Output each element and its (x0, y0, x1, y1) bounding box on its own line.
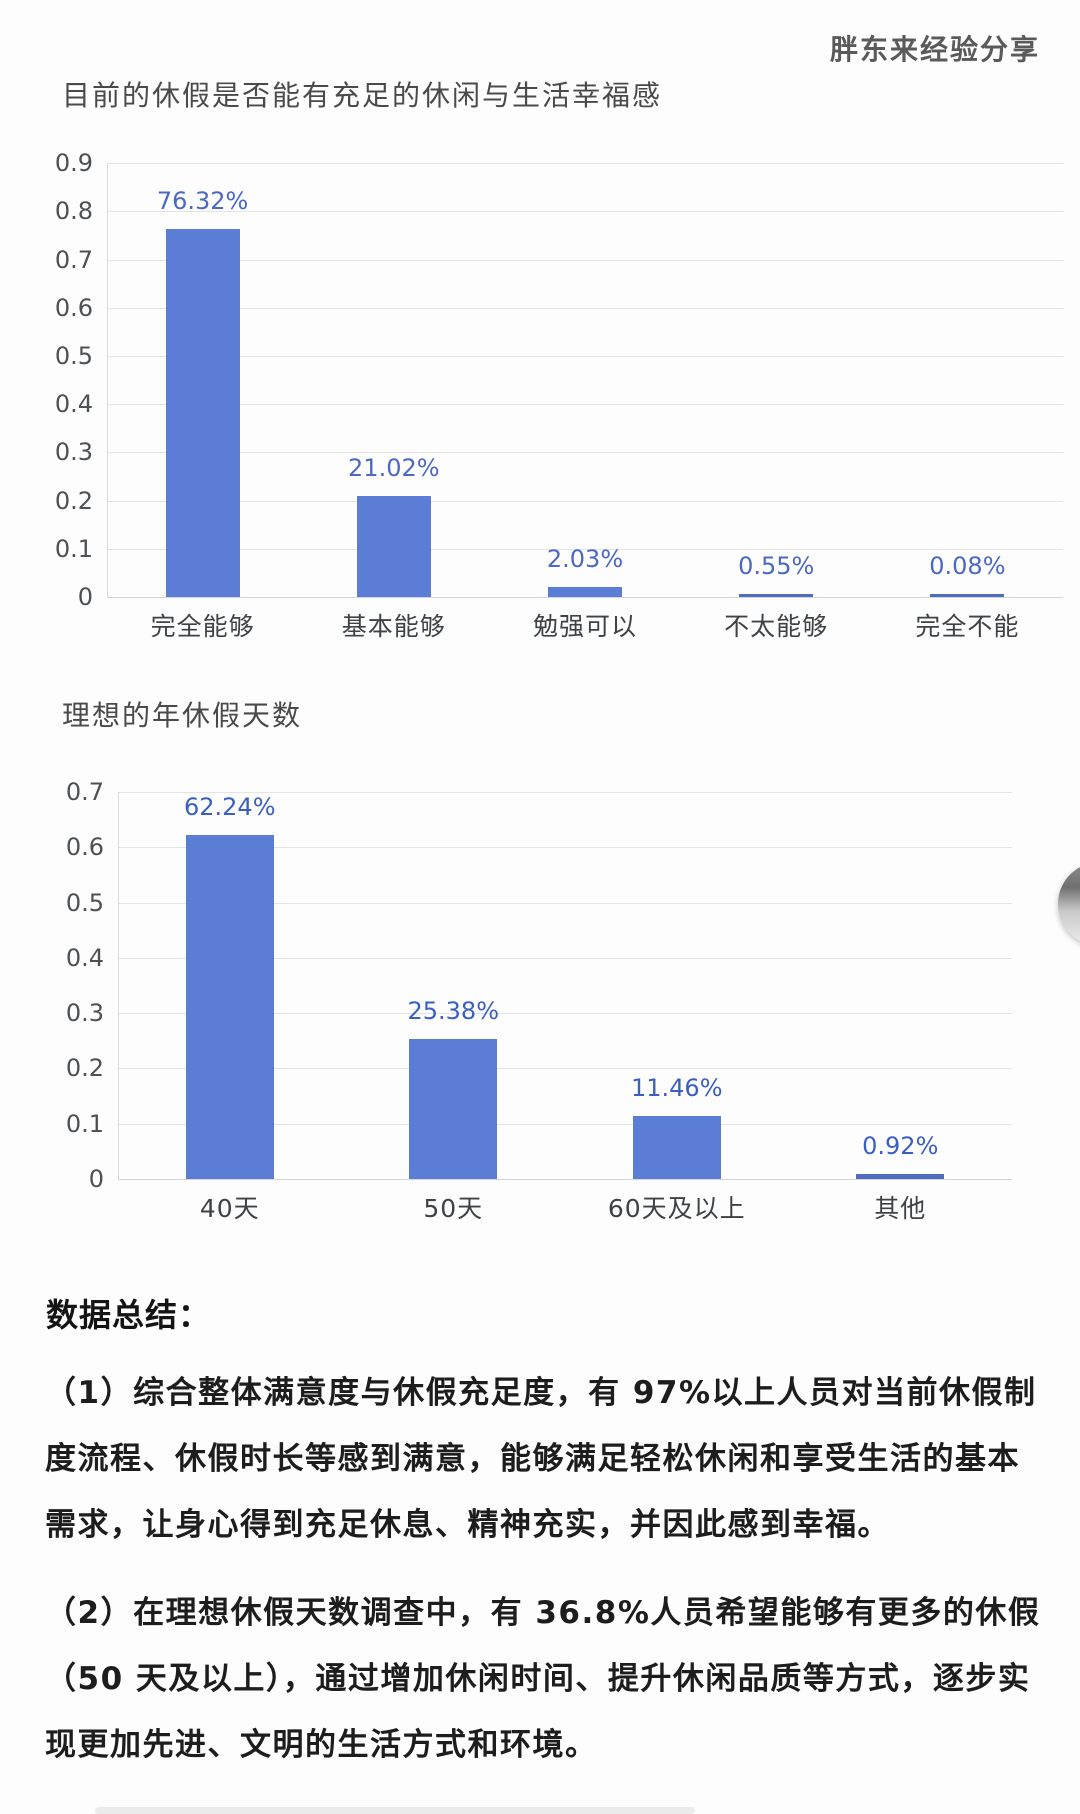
summary-paragraph-1: （1）综合整体满意度与休假充足度，有 97%以上人员对当前休假制度流程、休假时长… (45, 1375, 1037, 1543)
grid-line (107, 452, 1063, 454)
bar-value-label: 76.32% (156, 187, 249, 216)
bar-value-label: 0.08% (929, 552, 1006, 580)
y-tick-label: 0.3 (54, 438, 93, 467)
grid-line (118, 847, 1012, 849)
y-tick-label: 0.2 (65, 1054, 104, 1083)
bar-value-label: 21.02% (348, 453, 440, 482)
category-label: 勉强可以 (532, 612, 637, 641)
category-label: 其他 (874, 1194, 927, 1223)
y-axis-line (107, 163, 108, 597)
grid-line (107, 163, 1063, 165)
y-tick-label: 0.4 (65, 943, 104, 972)
y-tick-label: 0.3 (65, 999, 104, 1028)
grid-line (107, 597, 1063, 598)
bar-value-label: 0.92% (862, 1131, 939, 1160)
bottom-cutoff-text-hint (95, 1807, 695, 1814)
grid-line (118, 791, 1012, 793)
y-tick-label: 0.5 (54, 342, 93, 370)
y-axis-line (118, 791, 119, 1179)
bar-value-label: 0.55% (738, 552, 815, 580)
y-tick-label: 0.7 (54, 245, 93, 274)
category-label: 50天 (423, 1194, 484, 1223)
bar (185, 834, 274, 1179)
y-tick-label: 0.7 (65, 777, 104, 806)
bar-value-label: 11.46% (630, 1073, 723, 1102)
y-tick-label: 0 (77, 583, 93, 611)
grid-line (107, 211, 1063, 213)
grid-line (118, 902, 1012, 904)
y-tick-label: 0.9 (54, 149, 93, 178)
bar-value-label: 2.03% (546, 545, 624, 574)
bar (632, 1115, 721, 1179)
y-tick-label: 0.2 (54, 486, 93, 515)
category-label: 基本能够 (341, 612, 446, 641)
y-tick-label: 0.6 (54, 293, 93, 322)
grid-line (118, 957, 1012, 959)
grid-line (107, 307, 1063, 309)
chart-title-ideal-vacation-days: 理想的年休假天数 (62, 699, 303, 732)
bar (165, 229, 240, 597)
category-label: 40天 (199, 1194, 260, 1223)
summary-paragraph-2: （2）在理想休假天数调查中，有 36.8%人员希望能够有更多的休假（50 天及以… (45, 1595, 1041, 1763)
y-tick-label: 0.6 (65, 833, 104, 862)
category-label: 完全不能 (915, 612, 1020, 641)
bar (856, 1173, 945, 1179)
bar (930, 594, 1005, 597)
bar-value-label: 62.24% (183, 792, 276, 821)
bar (739, 594, 814, 597)
grid-line (107, 404, 1063, 406)
clipped-avatar-image (1058, 862, 1080, 946)
grid-line (118, 1068, 1012, 1070)
grid-line (118, 1123, 1012, 1125)
category-label: 完全能够 (150, 612, 255, 641)
y-tick-label: 0.1 (54, 534, 93, 563)
bar-value-label: 25.38% (407, 996, 499, 1025)
grid-line (107, 356, 1063, 357)
summary-title: 数据总结： (46, 1296, 212, 1334)
y-tick-label: 0 (88, 1165, 104, 1193)
grid-line (118, 1013, 1012, 1015)
bar (409, 1038, 498, 1179)
y-tick-label: 0.4 (54, 390, 93, 419)
bar (356, 495, 431, 597)
grid-line (107, 259, 1063, 261)
bar (548, 587, 622, 597)
grid-line (107, 548, 1063, 550)
y-tick-label: 0.5 (65, 888, 104, 917)
grid-line (107, 500, 1063, 502)
watermark-header: 胖东来经验分享 (829, 33, 1040, 66)
grid-line (118, 1179, 1012, 1180)
y-tick-label: 0.1 (65, 1109, 104, 1138)
y-tick-label: 0.8 (54, 197, 93, 226)
category-label: 60天及以上 (607, 1194, 746, 1223)
chart-title-vacation-satisfaction: 目前的休假是否能有充足的休闲与生活幸福感 (62, 79, 663, 112)
category-label: 不太能够 (724, 612, 829, 641)
